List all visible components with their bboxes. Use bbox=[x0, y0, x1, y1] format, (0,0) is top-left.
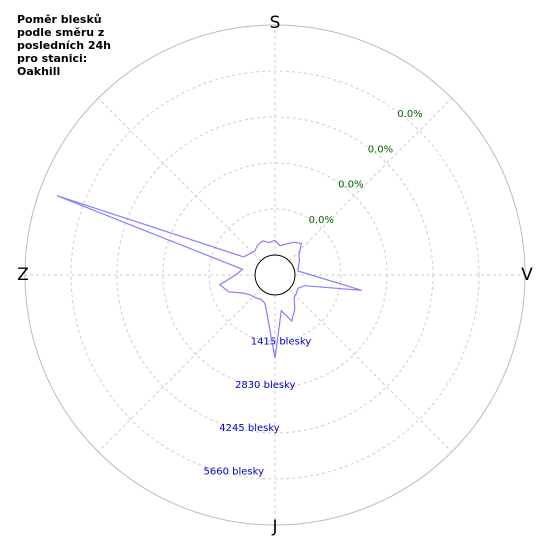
grid-ring bbox=[208, 208, 342, 342]
direction-label: S bbox=[270, 13, 281, 33]
title-line: posledních 24h bbox=[17, 39, 111, 52]
pct-label: 0.0% bbox=[397, 109, 422, 120]
direction-label: V bbox=[521, 265, 533, 285]
title-line: podle směru z bbox=[17, 26, 104, 39]
r-tick-label: 2830 blesky bbox=[235, 380, 296, 391]
title-line: pro stanici: bbox=[17, 52, 87, 65]
spoke bbox=[97, 288, 262, 453]
r-tick-label: 5660 blesky bbox=[204, 466, 265, 477]
pct-label: 0.0% bbox=[309, 215, 334, 226]
r-tick-label: 1415 blesky bbox=[251, 337, 312, 348]
grid-ring bbox=[116, 116, 434, 434]
pct-label: 0.0% bbox=[338, 180, 363, 191]
spoke bbox=[288, 288, 453, 453]
center-hole bbox=[254, 254, 296, 296]
spoke bbox=[97, 97, 262, 262]
title-line: Oakhill bbox=[17, 65, 60, 78]
title-line: Poměr blesků bbox=[17, 13, 102, 26]
pct-label: 0.0% bbox=[368, 144, 393, 155]
spoke bbox=[288, 97, 453, 262]
direction-label: J bbox=[271, 517, 277, 537]
r-tick-label: 4245 blesky bbox=[219, 423, 280, 434]
grid-ring bbox=[70, 70, 480, 480]
grid-ring bbox=[162, 162, 388, 388]
direction-label: Z bbox=[17, 265, 29, 285]
series-line bbox=[56, 195, 362, 359]
